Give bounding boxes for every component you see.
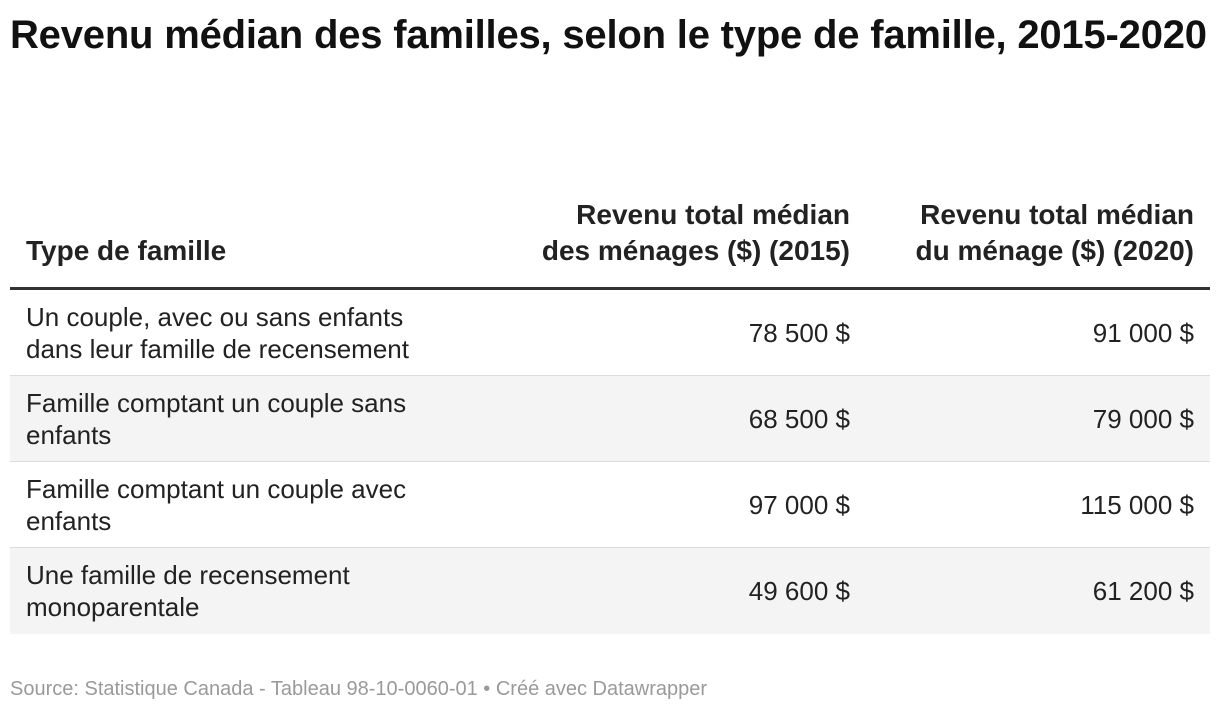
source-footer[interactable]: Source: Statistique Canada - Tableau 98-…: [10, 678, 708, 700]
cell-income-2015: 49 600 $: [748, 576, 850, 606]
cell-income-2020: 91 000 $: [1092, 317, 1194, 348]
data-table: Type de famille Revenu total médian des …: [10, 160, 1210, 634]
table-row: Un couple, avec ou sans enfants dans leu…: [10, 290, 1210, 376]
cell-income-2020: 79 000 $: [1092, 403, 1194, 434]
chart-title: Revenu médian des familles, selon le typ…: [10, 13, 1207, 57]
cell-family-type: Famille comptant un couple sans enfants: [26, 387, 407, 450]
cell-income-2015: 97 000 $: [748, 489, 850, 520]
table-row: Famille comptant un couple avec enfants …: [10, 462, 1210, 548]
cell-income-2020: 115 000 $: [1080, 489, 1194, 520]
cell-family-type: Famille comptant un couple avec enfants: [26, 473, 407, 536]
column-header-family-type[interactable]: Type de famille: [26, 235, 227, 266]
column-header-income-2020[interactable]: Revenu total médian du ménage ($) (2020): [915, 199, 1194, 266]
table-row: Famille comptant un couple sans enfants …: [10, 376, 1210, 462]
column-header-income-2015[interactable]: Revenu total médian des ménages ($) (201…: [541, 199, 850, 266]
table-header: Type de famille Revenu total médian des …: [10, 160, 1210, 290]
cell-family-type: Une famille de recensement monoparentale: [26, 560, 350, 622]
cell-income-2015: 68 500 $: [748, 403, 850, 434]
table-row: Une famille de recensement monoparentale…: [10, 548, 1210, 634]
cell-income-2020: 61 200 $: [1092, 576, 1194, 606]
cell-income-2015: 78 500 $: [748, 317, 850, 348]
cell-family-type: Un couple, avec ou sans enfants dans leu…: [26, 301, 409, 364]
